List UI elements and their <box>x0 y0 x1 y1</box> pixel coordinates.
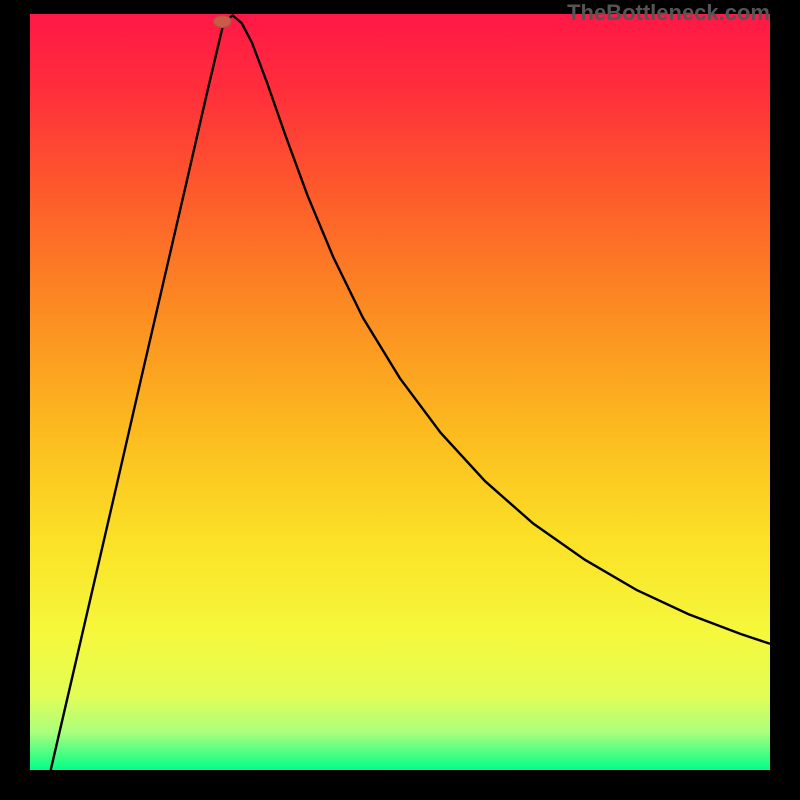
chart-root: TheBottleneck.com <box>0 0 800 800</box>
min-marker <box>213 16 231 28</box>
curve-line <box>51 16 770 770</box>
curve-layer <box>30 14 770 770</box>
plot-area <box>30 14 770 770</box>
watermark-text: TheBottleneck.com <box>567 0 770 26</box>
